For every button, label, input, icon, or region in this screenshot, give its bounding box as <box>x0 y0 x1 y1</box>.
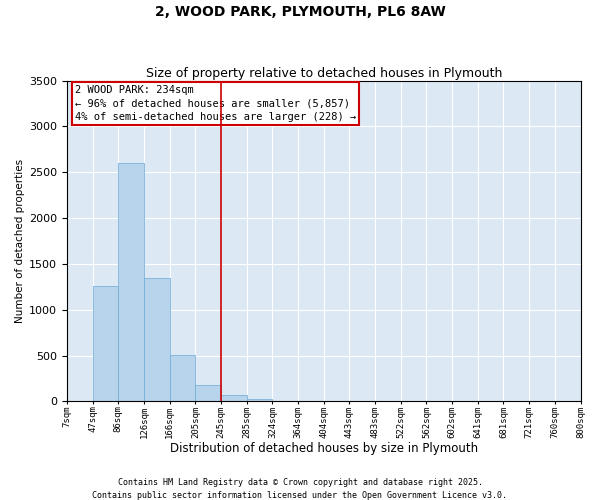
Bar <box>92 286 118 402</box>
Text: 2 WOOD PARK: 234sqm
← 96% of detached houses are smaller (5,857)
4% of semi-deta: 2 WOOD PARK: 234sqm ← 96% of detached ho… <box>75 86 356 122</box>
Bar <box>118 163 144 402</box>
Bar <box>170 355 196 402</box>
Title: Size of property relative to detached houses in Plymouth: Size of property relative to detached ho… <box>146 66 502 80</box>
Bar <box>221 394 247 402</box>
Bar <box>196 386 221 402</box>
X-axis label: Distribution of detached houses by size in Plymouth: Distribution of detached houses by size … <box>170 442 478 455</box>
Y-axis label: Number of detached properties: Number of detached properties <box>15 159 25 323</box>
Text: Contains HM Land Registry data © Crown copyright and database right 2025.
Contai: Contains HM Land Registry data © Crown c… <box>92 478 508 500</box>
Text: 2, WOOD PARK, PLYMOUTH, PL6 8AW: 2, WOOD PARK, PLYMOUTH, PL6 8AW <box>155 5 445 19</box>
Bar <box>247 399 272 402</box>
Bar <box>144 278 170 402</box>
